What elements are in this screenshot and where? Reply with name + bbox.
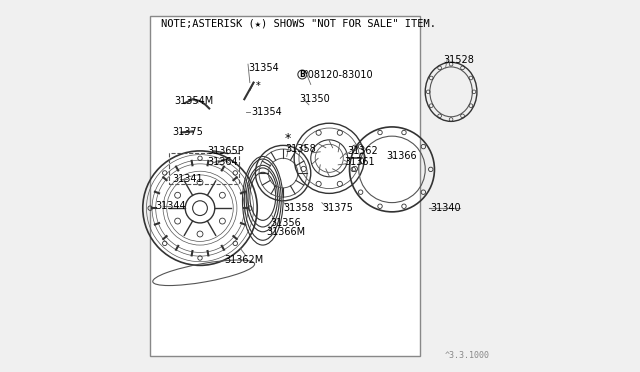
Text: *: * — [285, 131, 291, 144]
Text: 31344: 31344 — [156, 201, 186, 211]
Text: 31528: 31528 — [444, 55, 475, 65]
Text: 31354: 31354 — [252, 107, 282, 117]
Text: 31340: 31340 — [431, 203, 461, 213]
Text: 31366M: 31366M — [266, 227, 305, 237]
Text: *: * — [255, 81, 260, 91]
Text: 31358: 31358 — [285, 144, 316, 154]
Text: 31358: 31358 — [283, 203, 314, 213]
Text: B: B — [300, 70, 305, 79]
Text: 31356: 31356 — [270, 218, 301, 228]
Text: 31362M: 31362M — [225, 255, 264, 265]
Text: 31354: 31354 — [248, 63, 279, 73]
Text: 31361: 31361 — [344, 157, 374, 167]
Text: 31350: 31350 — [300, 94, 330, 104]
Bar — [168, 153, 239, 184]
Text: 31366: 31366 — [387, 151, 417, 161]
Text: 31354M: 31354M — [174, 96, 213, 106]
Bar — [150, 16, 420, 356]
Text: NOTE;ASTERISK (★) SHOWS "NOT FOR SALE" ITEM.: NOTE;ASTERISK (★) SHOWS "NOT FOR SALE" I… — [161, 18, 436, 28]
Text: °08120-83010: °08120-83010 — [303, 70, 373, 80]
Text: 31365P: 31365P — [207, 146, 244, 156]
Text: 31364: 31364 — [207, 157, 238, 167]
Text: 31375: 31375 — [172, 128, 203, 138]
Text: 31362: 31362 — [348, 146, 378, 156]
Text: 31341: 31341 — [172, 174, 203, 184]
Text: 31375: 31375 — [322, 203, 353, 213]
Text: ^3.3.1000: ^3.3.1000 — [445, 350, 490, 359]
